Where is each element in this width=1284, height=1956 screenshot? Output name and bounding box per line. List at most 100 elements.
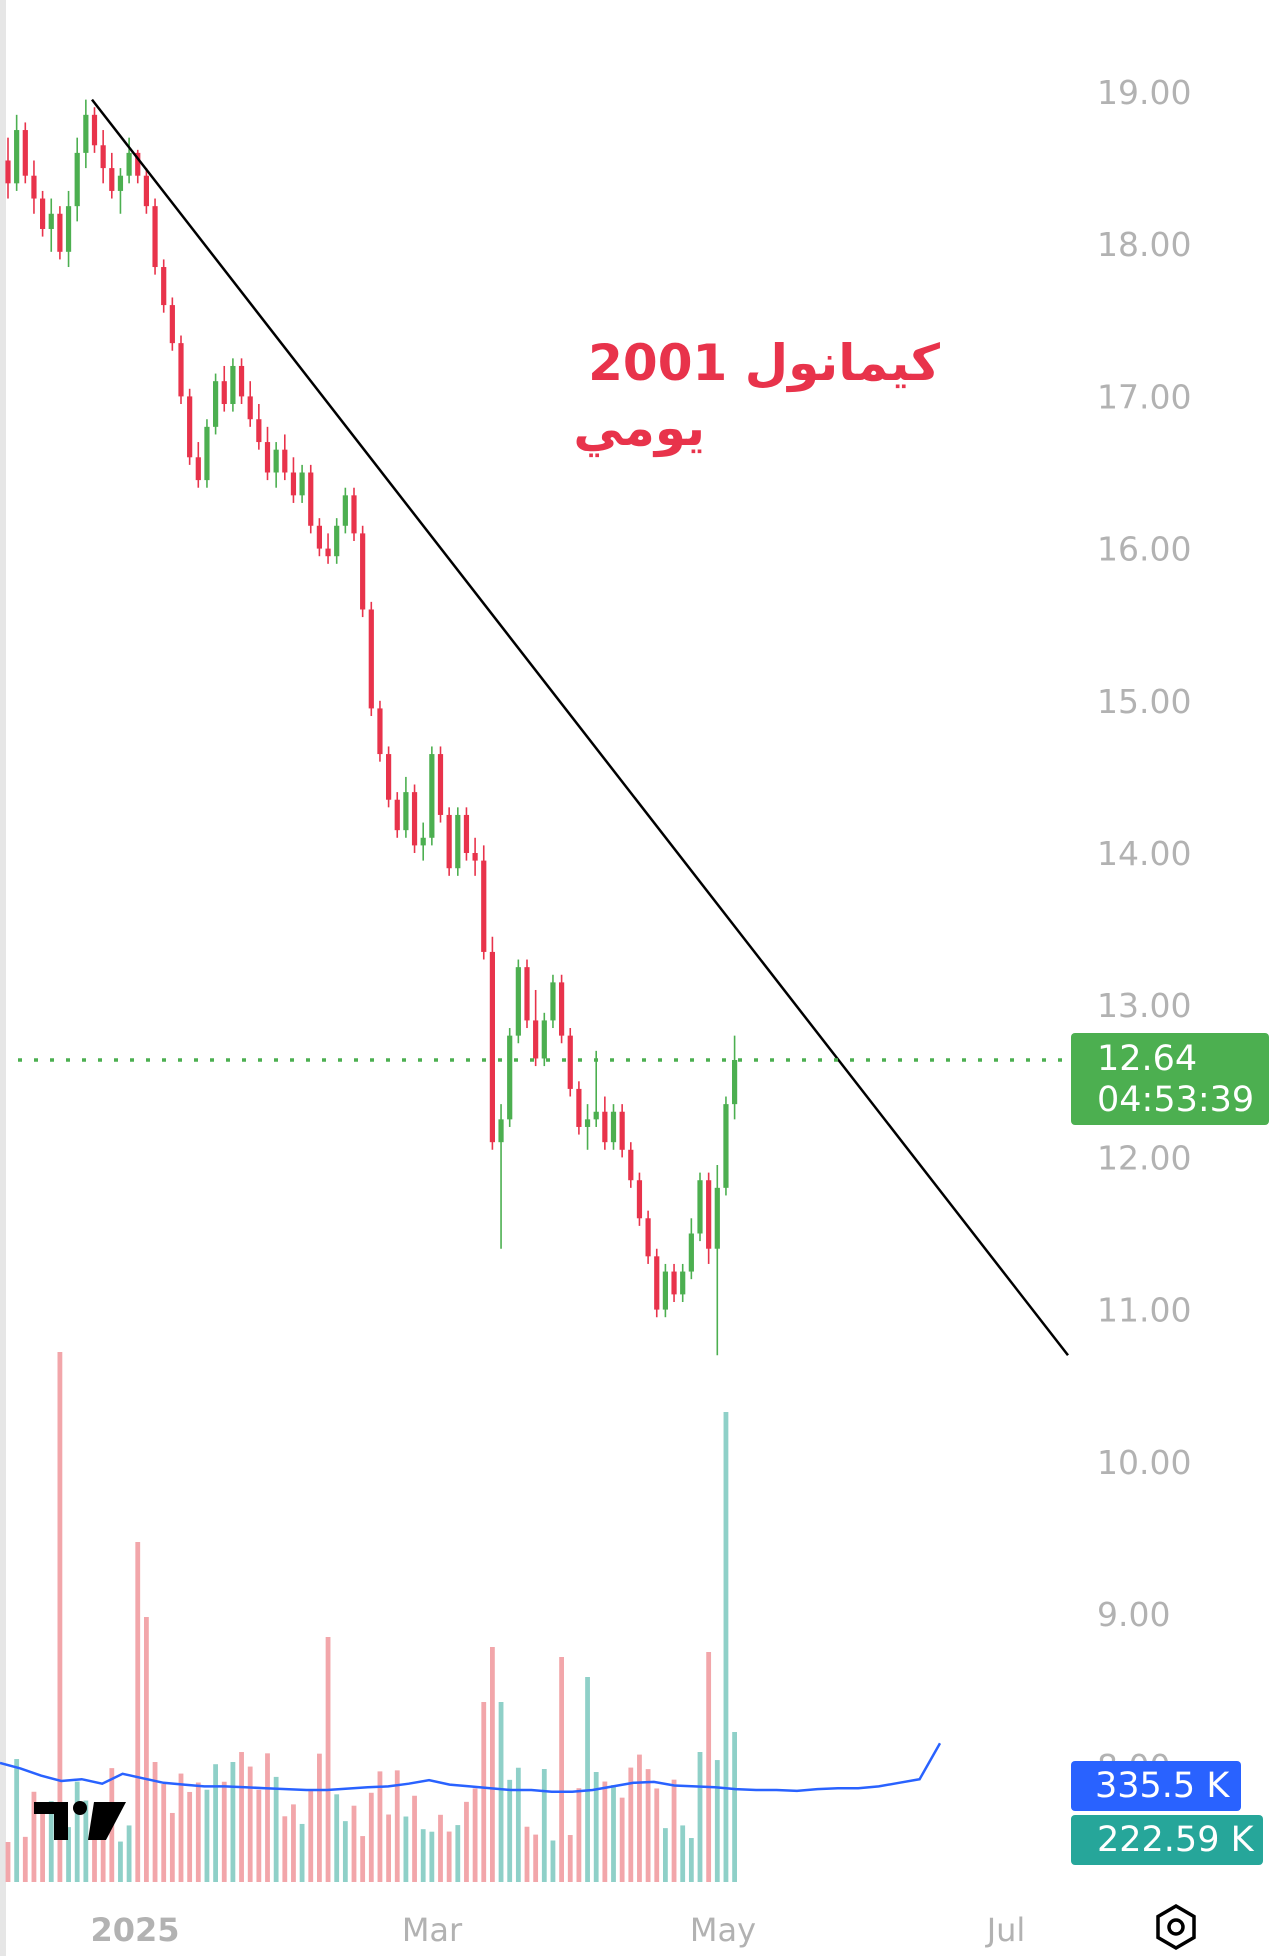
volume-bar <box>680 1825 686 1882</box>
candle <box>472 837 478 876</box>
candle <box>109 152 115 199</box>
volume-bar <box>550 1840 556 1882</box>
volume-bar <box>230 1762 236 1882</box>
candle <box>481 845 487 960</box>
volume-bar <box>688 1838 694 1882</box>
volume-bar <box>515 1767 521 1882</box>
candle <box>403 776 409 838</box>
y-tick-label: 11.00 <box>1097 1291 1191 1330</box>
volume-bar <box>645 1769 651 1882</box>
candle <box>697 1172 703 1242</box>
candle <box>628 1142 634 1188</box>
volume-bar <box>126 1825 132 1882</box>
candle <box>420 822 426 861</box>
last-price-value: 12.64 <box>1097 1039 1198 1079</box>
candle <box>117 168 124 214</box>
y-tick-label: 15.00 <box>1097 682 1191 721</box>
candle <box>429 746 435 846</box>
candle <box>507 1028 513 1127</box>
y-tick-label: 12.00 <box>1097 1138 1191 1177</box>
candle <box>100 130 106 184</box>
candle <box>377 700 383 762</box>
candle <box>230 358 236 412</box>
volume-bar <box>697 1752 703 1882</box>
candle <box>533 989 539 1067</box>
volume-bar <box>663 1828 668 1882</box>
candle <box>325 533 331 564</box>
candle <box>65 190 72 268</box>
volume-bar <box>498 1702 504 1882</box>
candle <box>195 442 201 488</box>
volume-bar <box>118 1841 123 1882</box>
tradingview-logo[interactable] <box>34 1798 126 1844</box>
volume-bar <box>57 1352 63 1882</box>
candle <box>213 373 219 435</box>
volume-bar <box>22 1836 28 1882</box>
candle <box>22 122 28 184</box>
chart-left-border <box>0 0 6 1956</box>
volume-bar <box>273 1776 279 1882</box>
candle <box>5 137 11 199</box>
volume-bar <box>161 1784 167 1882</box>
candle <box>654 1248 660 1318</box>
x-tick-label: Mar <box>402 1911 463 1949</box>
candle <box>247 381 253 427</box>
volume-bar <box>585 1677 590 1882</box>
y-tick-label: 13.00 <box>1097 986 1191 1025</box>
candle <box>238 358 245 405</box>
y-tick-label: 14.00 <box>1097 834 1191 873</box>
candle <box>169 297 175 351</box>
volume-bar <box>265 1753 270 1882</box>
candle <box>386 746 392 808</box>
volume-bar <box>446 1831 452 1882</box>
candle <box>593 1050 599 1127</box>
candle <box>204 419 210 488</box>
candle <box>489 936 495 1150</box>
x-axis-ticks: 2025 Mar May Jul <box>90 1911 1025 1949</box>
candle <box>126 137 132 184</box>
volume-bar <box>135 1542 141 1882</box>
y-tick-label: 19.00 <box>1097 73 1191 112</box>
volume-ma-tag: 335.5 K <box>1071 1761 1241 1811</box>
volume-bar <box>593 1772 599 1882</box>
candle <box>576 1081 582 1135</box>
volume-bar <box>524 1826 530 1882</box>
candle <box>342 487 348 534</box>
volume-bar <box>152 1762 158 1882</box>
candle <box>91 107 98 153</box>
volume-bar <box>490 1647 495 1882</box>
trendline[interactable] <box>91 98 1069 1357</box>
candle <box>316 518 322 557</box>
candle <box>550 974 556 1029</box>
volume-bar <box>438 1814 443 1882</box>
candle <box>688 1218 694 1280</box>
candle <box>48 198 54 252</box>
settings-icon[interactable] <box>1152 1903 1200 1951</box>
volume-bar <box>100 1825 106 1882</box>
volume-bar <box>455 1825 461 1882</box>
x-tick-label: Jul <box>985 1911 1026 1949</box>
volume-bars <box>5 1352 737 1882</box>
y-tick-label: 9.00 <box>1097 1595 1170 1634</box>
volume-bar <box>178 1773 184 1882</box>
candle <box>74 137 80 222</box>
candle <box>351 487 357 541</box>
volume-bar <box>325 1637 331 1882</box>
volume-bar <box>187 1791 193 1882</box>
candle <box>178 335 184 405</box>
candle <box>680 1263 686 1302</box>
volume-bar <box>403 1816 409 1882</box>
volume-bar <box>654 1788 660 1882</box>
volume-bar <box>611 1785 616 1882</box>
candle <box>524 959 530 1029</box>
candle <box>567 1028 573 1097</box>
candle <box>559 974 565 1044</box>
y-tick-label: 17.00 <box>1097 377 1191 416</box>
chart-annotation-title: كيمانول 2001 <box>588 334 941 393</box>
volume-bar <box>14 1759 20 1882</box>
y-axis-ticks: 19.00 18.00 17.00 16.00 15.00 14.00 13.00 12.00… <box>1097 73 1191 1786</box>
candle <box>368 601 374 717</box>
y-tick-label: 18.00 <box>1097 225 1191 264</box>
volume-bar <box>48 1801 54 1882</box>
